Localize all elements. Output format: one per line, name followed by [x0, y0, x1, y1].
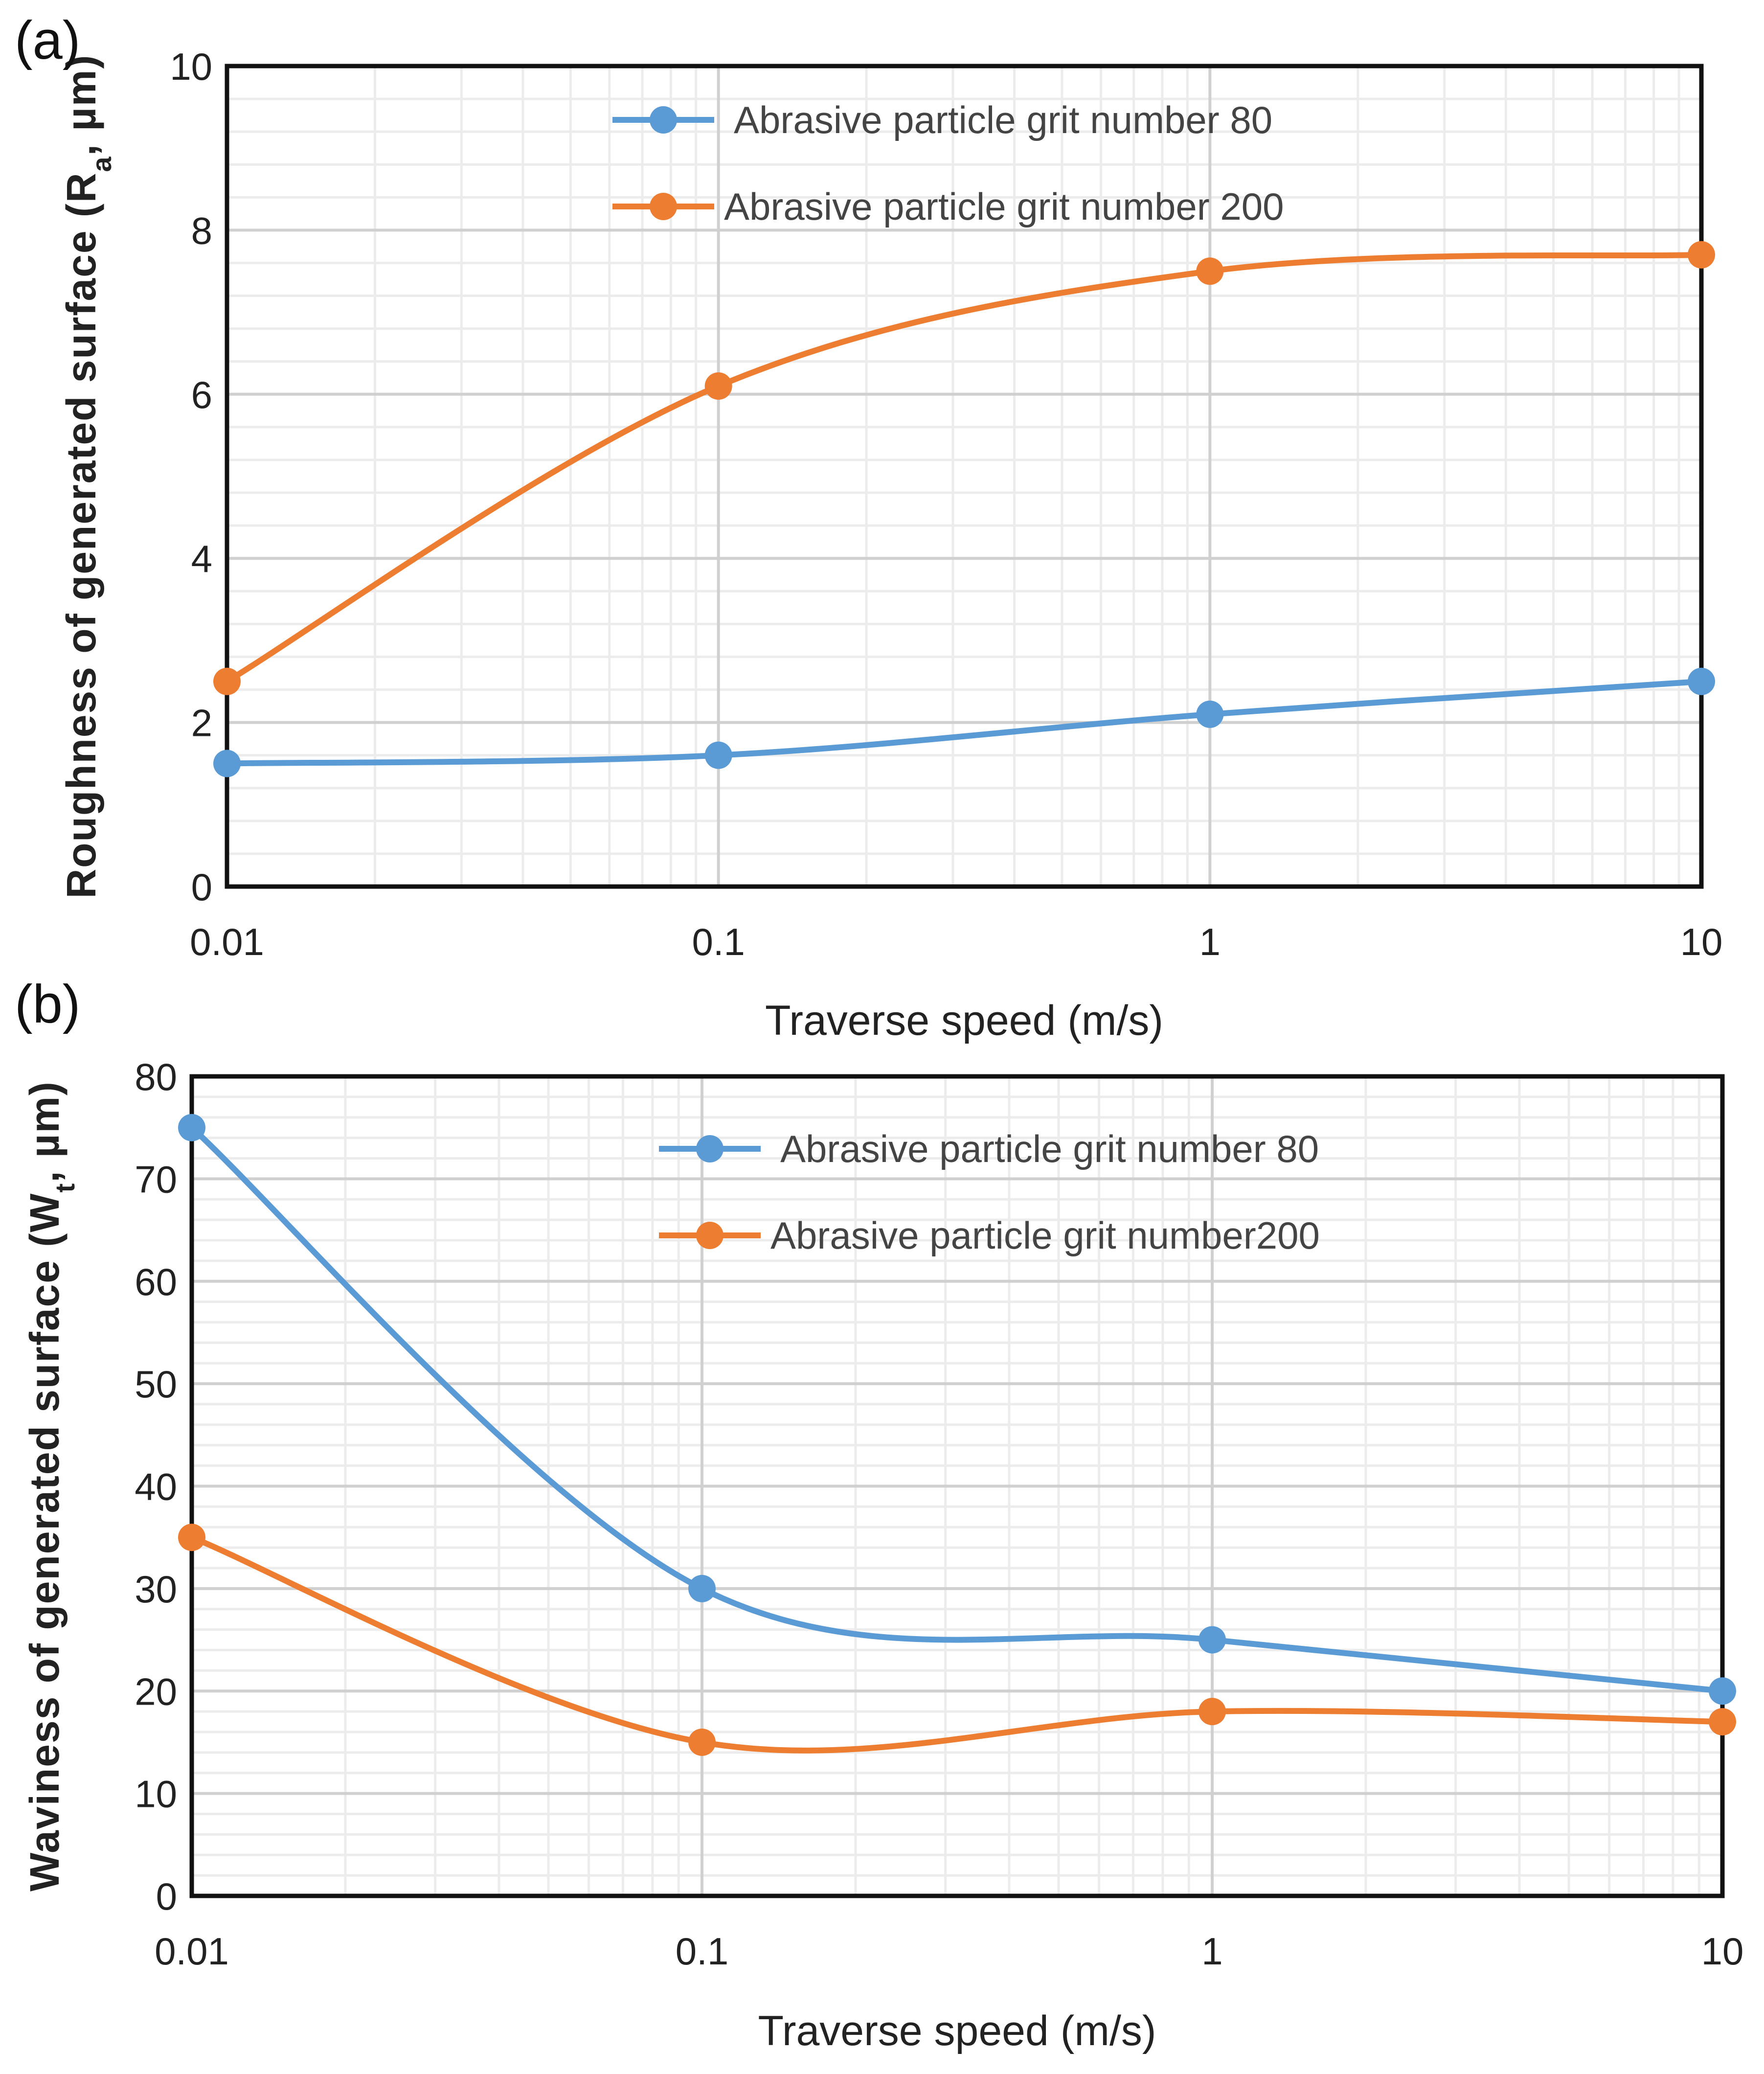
panel-label: (b)	[15, 974, 80, 1034]
y-tick-label: 0	[191, 866, 212, 909]
data-point	[1199, 1698, 1226, 1726]
legend-item: Abrasive particle grit number 80	[659, 1127, 1319, 1170]
panel-label: (a)	[15, 10, 80, 70]
data-point	[213, 667, 241, 695]
y-tick-label: 20	[135, 1670, 177, 1713]
x-tick-label: 1	[1199, 920, 1221, 963]
chart-a: 0 2 4 6 8 10 0.01 0.1 1 10 Abrasive particle grit …	[15, 10, 1722, 1044]
data-point	[704, 741, 732, 769]
data-point	[178, 1114, 205, 1141]
x-axis-label: Traverse speed (m/s)	[758, 2007, 1156, 2054]
y-tick-label: 10	[170, 45, 212, 88]
data-point	[178, 1524, 205, 1551]
legend-marker	[696, 1135, 724, 1162]
y-axis-label-tail: , µm)	[58, 54, 104, 156]
y-tick-label: 60	[135, 1260, 177, 1303]
x-tick-label: 0.01	[190, 920, 264, 963]
data-point	[1196, 700, 1224, 728]
y-axis-label-tail: , µm)	[22, 1081, 68, 1183]
data-point	[704, 372, 732, 400]
series-line-grit-80	[226, 678, 1702, 767]
plot-frame	[189, 1074, 1725, 1898]
x-tick-label: 0.1	[692, 920, 745, 963]
legend-label: Abrasive particle grit number 80	[734, 98, 1272, 141]
legend-label: Abrasive particle grit number200	[770, 1214, 1320, 1257]
series-line-grit-80	[189, 1125, 1723, 1694]
legend-marker	[696, 1222, 724, 1249]
y-tick-label: 4	[191, 537, 212, 580]
data-point	[1688, 667, 1715, 695]
data-point	[1199, 1626, 1226, 1654]
series-line-grit-200	[190, 1534, 1723, 1754]
data-point	[1688, 241, 1715, 269]
y-tick-label: 6	[191, 373, 212, 416]
x-tick-label: 10	[1701, 1930, 1744, 1973]
legend-label: Abrasive particle grit number 80	[780, 1127, 1319, 1170]
y-axis-label: Waviness of generated surface (Wt, µm)	[22, 1081, 80, 1892]
legend-item: Abrasive particle grit number200	[659, 1214, 1320, 1257]
legend-item: Abrasive particle grit number 200	[612, 185, 1284, 228]
y-axis-label-subscript: a	[86, 156, 117, 172]
legend-label: Abrasive particle grit number 200	[724, 185, 1284, 228]
y-tick-label: 70	[135, 1158, 177, 1201]
y-tick-label: 80	[135, 1055, 177, 1098]
data-point	[1196, 257, 1224, 285]
legend-item: Abrasive particle grit number 80	[612, 98, 1272, 141]
data-point	[213, 750, 241, 777]
y-axis-label-main: Waviness of generated surface (W	[22, 1192, 68, 1892]
y-axis-label: Roughness of generated surface (Ra, µm)	[58, 54, 117, 899]
x-tick-label: 0.1	[676, 1930, 728, 1973]
series-line-grit-200	[225, 251, 1702, 684]
y-axis-label-subscript: t	[49, 1183, 80, 1193]
plot-area	[227, 66, 1701, 887]
x-tick-label: 1	[1201, 1930, 1222, 1973]
data-point	[1709, 1708, 1736, 1736]
legend-marker	[650, 193, 677, 220]
legend-marker	[650, 106, 677, 134]
x-tick-label: 10	[1680, 920, 1723, 963]
y-tick-label: 40	[135, 1465, 177, 1508]
x-axis-label: Traverse speed (m/s)	[765, 997, 1163, 1044]
data-point	[1709, 1677, 1736, 1705]
y-tick-label: 2	[191, 702, 212, 745]
data-point	[688, 1574, 716, 1602]
chart-b: 0 10 20 30 40 50 60 70 80 0.01 0.1 1 10 Abrasive part…	[15, 974, 1743, 2054]
data-point	[688, 1728, 716, 1756]
y-axis-label-main: Roughness of generated surface (R	[58, 172, 104, 898]
y-tick-label: 30	[135, 1568, 177, 1611]
y-tick-label: 8	[191, 209, 212, 252]
plot-frame	[225, 64, 1704, 889]
y-tick-label: 10	[135, 1773, 177, 1816]
y-tick-label: 50	[135, 1363, 177, 1406]
x-tick-label: 0.01	[155, 1930, 229, 1973]
y-tick-label: 0	[156, 1875, 177, 1918]
